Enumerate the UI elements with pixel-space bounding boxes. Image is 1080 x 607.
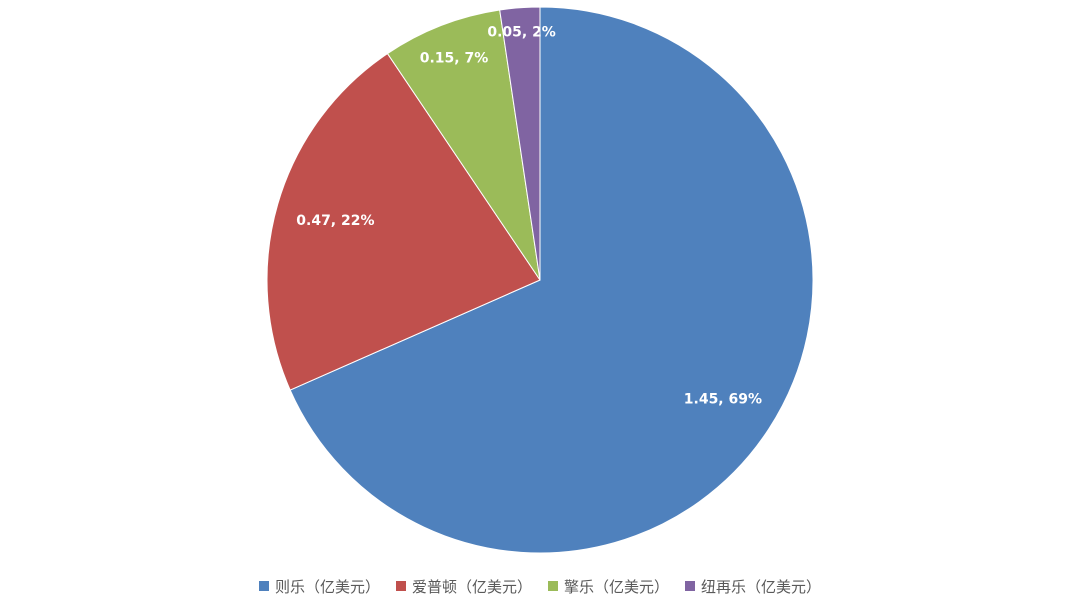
pie-data-label-1: 1.45, 69% [684,391,762,407]
pie-data-label-4: 0.05, 2% [487,24,556,40]
legend-swatch-2 [395,581,406,591]
legend-item-4: 纽再乐（亿美元） [685,576,821,597]
pie-slice-2 [266,52,541,391]
legend-swatch-3 [548,581,558,591]
legend-label-4: 纽再乐（亿美元） [701,577,822,596]
legend-item-1: 则乐（亿美元） [258,576,380,597]
pie-data-label-2: 0.47, 22% [296,213,374,229]
legend-item-3: 擎乐（亿美元） [548,576,669,597]
pie-chart-svg: 1.45, 69% 0.47, 22% 0.15, 7% 0.05, 2% [266,6,814,554]
pie-slice-3 [386,9,541,281]
pie-slices [266,6,814,554]
legend-label-3: 擎乐（亿美元） [564,577,670,596]
legend-label-2: 爱普顿（亿美元） [411,577,532,596]
legend-swatch-1 [258,581,269,591]
pie-slice-1 [289,6,814,554]
legend-item-2: 爱普顿（亿美元） [395,576,532,597]
pie-slice-4 [499,6,541,281]
legend-swatch-4 [685,581,696,591]
pie-data-labels: 1.45, 69% 0.47, 22% 0.15, 7% 0.05, 2% [296,24,762,407]
chart-legend: 则乐（亿美元） 爱普顿（亿美元） 擎乐（亿美元） 纽再乐（亿美元） [0,572,1080,600]
legend-label-1: 则乐（亿美元） [274,577,380,596]
pie-data-label-3: 0.15, 7% [420,51,489,67]
